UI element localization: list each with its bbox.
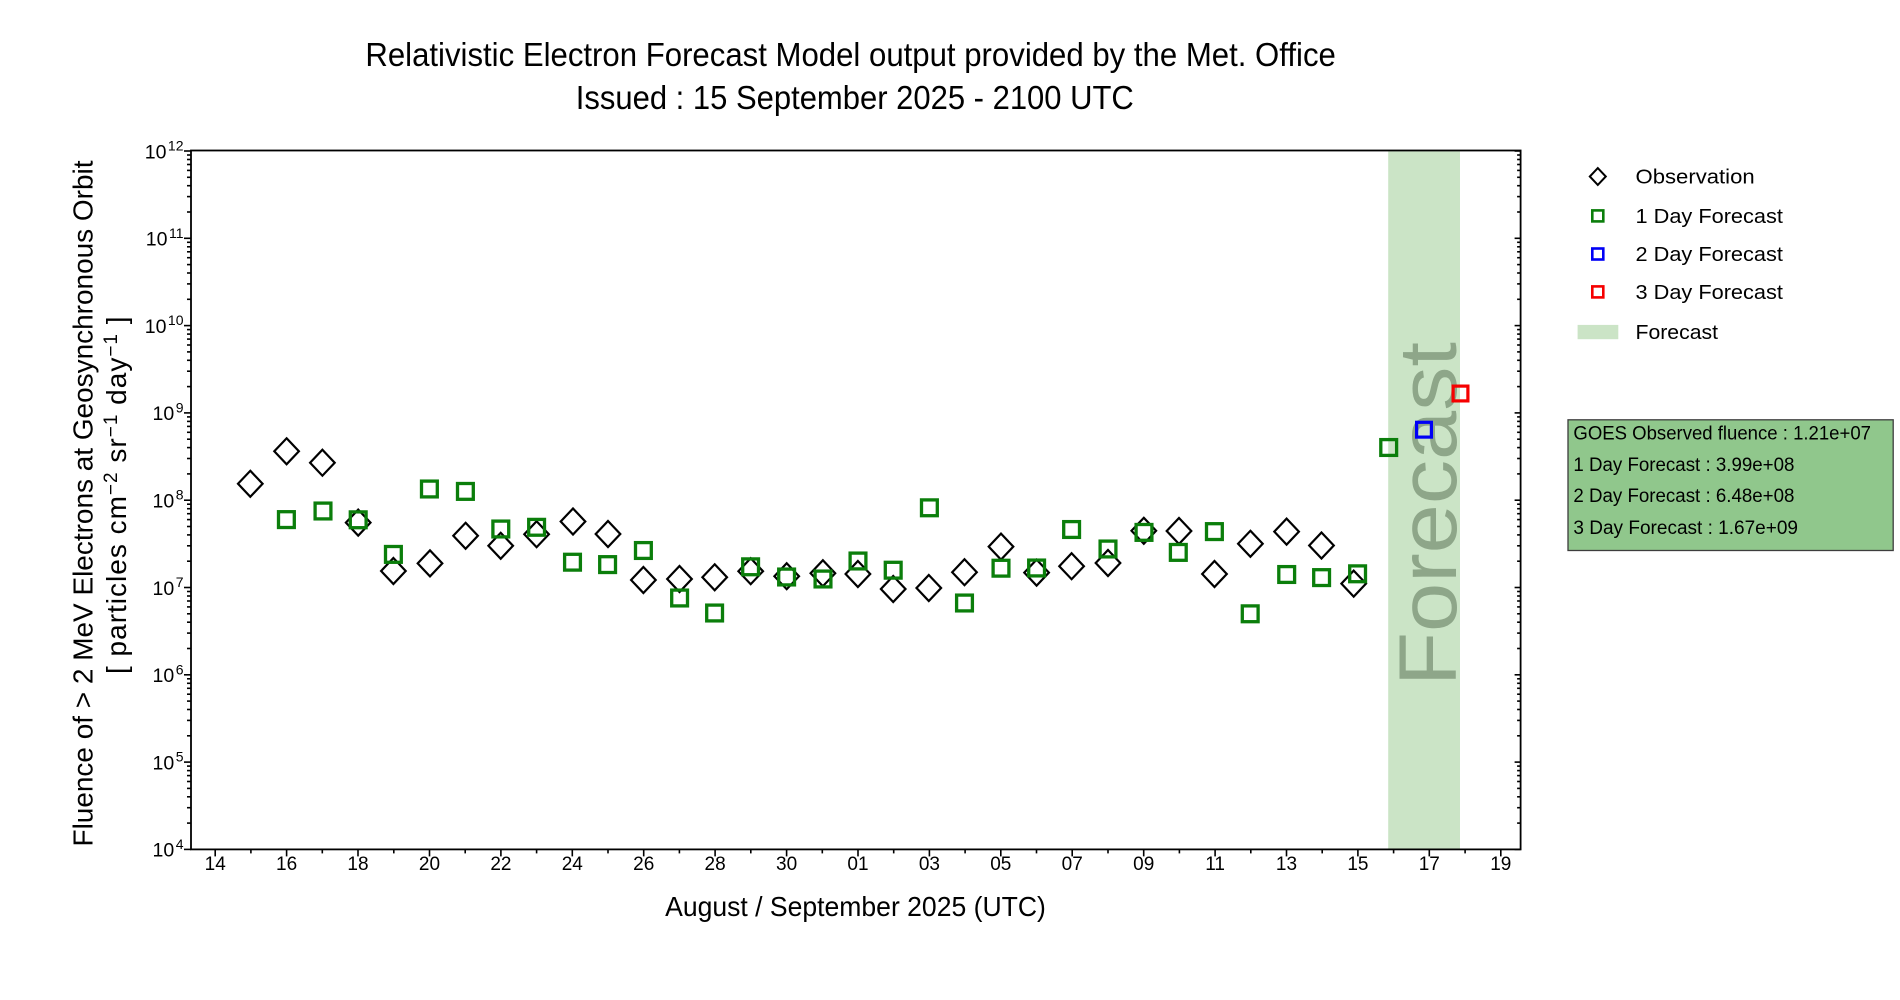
svg-text:Forecast: Forecast [1383, 342, 1474, 686]
svg-text:Observation: Observation [1636, 165, 1755, 188]
svg-text:07: 07 [1062, 854, 1083, 875]
svg-text:Forecast: Forecast [1636, 321, 1719, 344]
svg-text:13: 13 [1276, 854, 1297, 875]
svg-text:01: 01 [847, 854, 868, 875]
svg-text:Relativistic Electron Forecast: Relativistic Electron Forecast Model out… [365, 36, 1336, 73]
svg-text:Issued : 15 September 2025 - 2: Issued : 15 September 2025 - 2100 UTC [576, 79, 1134, 116]
svg-text:15: 15 [1347, 854, 1368, 875]
svg-text:104: 10 4 [153, 836, 184, 862]
svg-text:108: 10 8 [153, 487, 184, 513]
svg-text:3 Day Forecast: 3 Day Forecast [1636, 281, 1784, 304]
svg-text:2 Day Forecast: 2 Day Forecast [1636, 243, 1784, 266]
svg-text:Fluence of > 2 MeV Electrons a: Fluence of > 2 MeV Electrons at Geosynch… [68, 160, 99, 846]
svg-text:2 Day Forecast : 6.48e+08: 2 Day Forecast : 6.48e+08 [1573, 485, 1794, 507]
svg-text:18: 18 [347, 854, 368, 875]
svg-text:16: 16 [276, 854, 297, 875]
svg-text:GOES Observed fluence : 1.21e+: GOES Observed fluence : 1.21e+07 [1573, 423, 1871, 445]
svg-text:30: 30 [776, 854, 797, 875]
svg-text:22: 22 [490, 854, 511, 875]
svg-text:106: 10 6 [153, 661, 184, 687]
svg-text:05: 05 [990, 854, 1011, 875]
svg-text:26: 26 [633, 854, 654, 875]
svg-text:14: 14 [205, 854, 227, 875]
svg-text:August / September 2025 (UTC): August / September 2025 (UTC) [665, 891, 1046, 922]
svg-text:28: 28 [705, 854, 726, 875]
svg-text:17: 17 [1419, 854, 1440, 875]
svg-text:20: 20 [419, 854, 440, 875]
svg-text:24: 24 [562, 854, 584, 875]
svg-text:03: 03 [919, 854, 940, 875]
svg-text:19: 19 [1490, 854, 1511, 875]
svg-text:109: 10 9 [153, 399, 184, 425]
svg-text:11: 11 [1205, 854, 1225, 875]
svg-text:1 Day Forecast : 3.99e+08: 1 Day Forecast : 3.99e+08 [1573, 454, 1794, 476]
svg-text:3 Day Forecast : 1.67e+09: 3 Day Forecast : 1.67e+09 [1573, 517, 1798, 539]
svg-text:107: 10 7 [153, 574, 184, 600]
svg-text:09: 09 [1133, 854, 1154, 875]
svg-text:1 Day Forecast: 1 Day Forecast [1636, 205, 1784, 228]
svg-text:105: 10 5 [153, 749, 184, 775]
svg-text:[ particles cm−2 sr−1 day−1 ]: [ particles cm−2 sr−1 day−1 ] [101, 315, 132, 674]
